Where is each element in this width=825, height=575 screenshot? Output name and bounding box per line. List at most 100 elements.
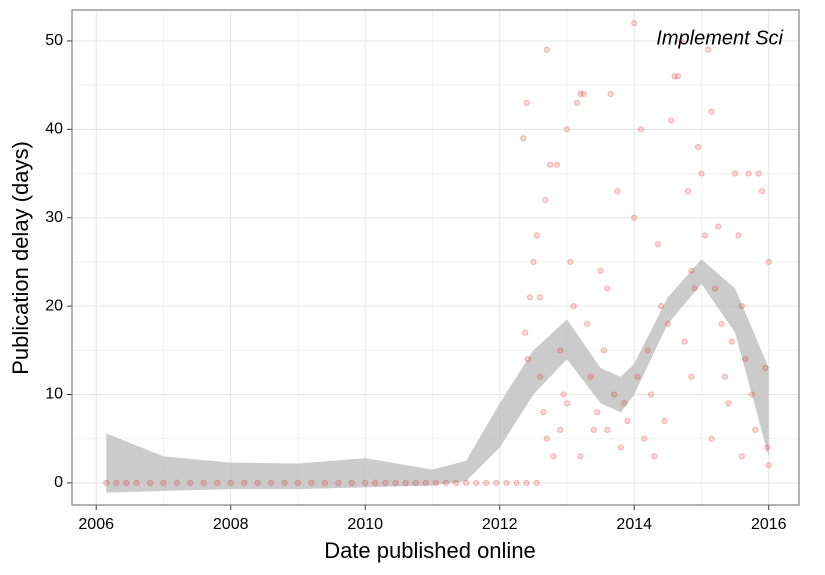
point bbox=[580, 90, 587, 98]
point bbox=[752, 426, 759, 433]
point bbox=[557, 426, 564, 433]
point bbox=[321, 479, 328, 487]
point bbox=[524, 356, 532, 363]
point bbox=[462, 479, 470, 487]
point bbox=[557, 347, 564, 354]
y-tick-label: 0 bbox=[54, 474, 63, 491]
x-tick-label: 2008 bbox=[213, 516, 249, 533]
point bbox=[604, 285, 611, 292]
point bbox=[708, 108, 715, 115]
point bbox=[688, 267, 695, 274]
point bbox=[584, 320, 591, 327]
point bbox=[563, 126, 571, 133]
point bbox=[684, 188, 692, 195]
point bbox=[607, 90, 614, 98]
point bbox=[735, 232, 742, 239]
point bbox=[543, 46, 550, 53]
point bbox=[634, 373, 641, 380]
point bbox=[382, 479, 389, 487]
point bbox=[654, 241, 661, 248]
point bbox=[604, 426, 611, 433]
point bbox=[758, 188, 766, 195]
point bbox=[728, 338, 735, 345]
point bbox=[573, 99, 581, 106]
point bbox=[442, 479, 450, 487]
annotation: Implement Sci bbox=[656, 27, 783, 49]
point bbox=[711, 285, 719, 292]
point bbox=[631, 20, 638, 27]
point bbox=[503, 479, 510, 487]
point bbox=[281, 479, 288, 487]
point bbox=[631, 214, 638, 221]
point bbox=[715, 223, 722, 230]
point bbox=[550, 453, 557, 460]
point bbox=[661, 417, 668, 425]
point bbox=[764, 444, 771, 451]
point bbox=[113, 479, 120, 487]
point bbox=[765, 462, 772, 469]
point bbox=[624, 417, 631, 425]
y-tick-label: 10 bbox=[45, 386, 63, 403]
point bbox=[513, 479, 520, 487]
x-tick-label: 2010 bbox=[347, 516, 383, 533]
x-tick-label: 2012 bbox=[482, 516, 518, 533]
point bbox=[738, 453, 745, 460]
point bbox=[530, 258, 537, 266]
point bbox=[362, 479, 369, 487]
point bbox=[241, 479, 248, 487]
point bbox=[187, 479, 194, 487]
point bbox=[614, 188, 621, 195]
point bbox=[718, 320, 725, 327]
point bbox=[705, 46, 712, 53]
y-axis-label: Publication delay (days) bbox=[8, 141, 33, 375]
point bbox=[745, 170, 752, 177]
point bbox=[671, 73, 678, 80]
y-tick-label: 40 bbox=[45, 121, 63, 138]
point bbox=[698, 170, 705, 177]
point bbox=[762, 364, 769, 372]
point bbox=[765, 258, 772, 266]
point bbox=[600, 347, 608, 354]
point bbox=[372, 479, 379, 487]
point bbox=[103, 479, 110, 487]
point bbox=[610, 391, 618, 398]
point bbox=[617, 444, 624, 451]
point bbox=[412, 479, 419, 487]
point bbox=[536, 373, 544, 380]
point bbox=[533, 479, 540, 487]
point bbox=[540, 409, 547, 416]
point bbox=[523, 99, 530, 106]
point bbox=[577, 453, 584, 460]
point bbox=[590, 426, 597, 433]
point bbox=[651, 453, 658, 460]
y-tick-label: 20 bbox=[45, 297, 63, 314]
point bbox=[708, 435, 715, 442]
point bbox=[123, 479, 130, 487]
point bbox=[254, 479, 261, 487]
point bbox=[522, 329, 529, 336]
point bbox=[160, 479, 167, 487]
plot-border bbox=[71, 9, 800, 506]
point bbox=[422, 479, 429, 487]
point bbox=[526, 294, 534, 301]
point bbox=[294, 479, 302, 487]
point bbox=[691, 285, 698, 292]
point bbox=[742, 356, 749, 363]
point bbox=[523, 479, 530, 487]
x-axis-label: Date published online bbox=[324, 538, 536, 563]
point bbox=[587, 373, 594, 380]
point bbox=[570, 303, 577, 310]
y-tick-label: 50 bbox=[45, 32, 63, 49]
point bbox=[560, 391, 567, 398]
point bbox=[520, 135, 527, 142]
point bbox=[674, 73, 682, 80]
point bbox=[725, 400, 732, 407]
point bbox=[493, 479, 500, 487]
point bbox=[701, 232, 708, 239]
point bbox=[553, 161, 560, 168]
point bbox=[597, 267, 604, 274]
point bbox=[732, 170, 739, 177]
point bbox=[473, 479, 480, 487]
point bbox=[678, 37, 685, 45]
